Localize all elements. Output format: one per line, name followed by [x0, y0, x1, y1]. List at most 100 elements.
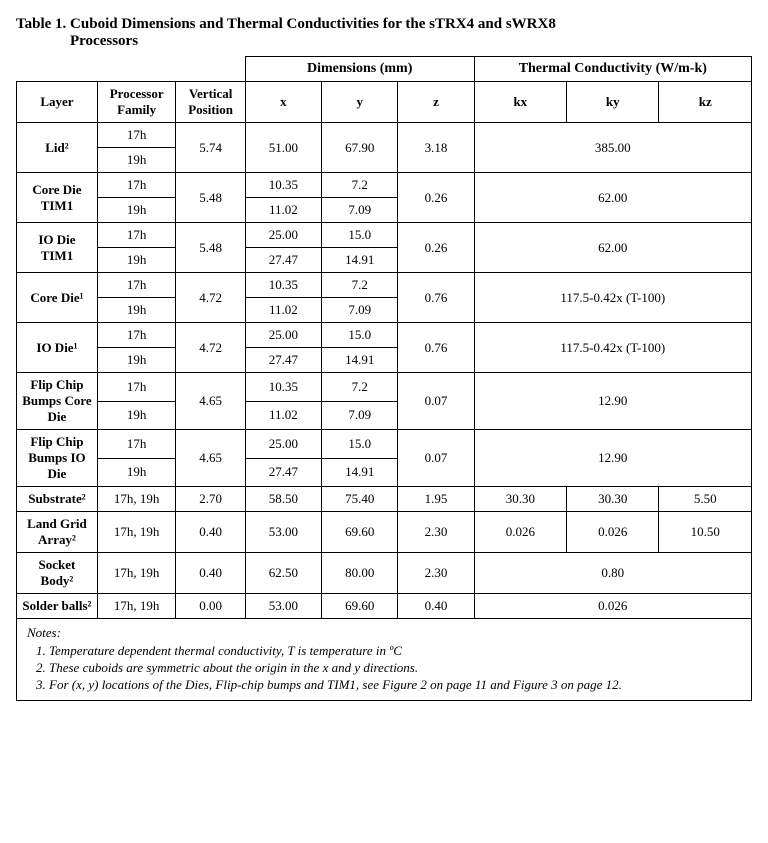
cell: 10.50	[659, 512, 752, 553]
cell: 15.0	[322, 323, 398, 348]
cell: 3.18	[398, 123, 474, 173]
data-table: Dimensions (mm) Thermal Conductivity (W/…	[16, 56, 752, 701]
col-layer: Layer	[17, 82, 98, 123]
cell: 0.07	[398, 373, 474, 430]
title-line-1: Table 1. Cuboid Dimensions and Thermal C…	[16, 16, 752, 33]
cell: 0.40	[398, 594, 474, 619]
cell: 0.26	[398, 173, 474, 223]
layer-fc-io: Flip Chip Bumps IO Die	[17, 430, 98, 487]
cell: 14.91	[322, 348, 398, 373]
cell: 17h, 19h	[97, 594, 176, 619]
cell: 4.72	[176, 273, 245, 323]
cell: 0.76	[398, 273, 474, 323]
layer-core-die: Core Die¹	[17, 273, 98, 323]
table-row: Solder balls² 17h, 19h 0.00 53.00 69.60 …	[17, 594, 752, 619]
notes-row: Notes: Temperature dependent thermal con…	[17, 619, 752, 701]
cell: 12.90	[474, 430, 751, 487]
cell: 12.90	[474, 373, 751, 430]
cell: 4.72	[176, 323, 245, 373]
cell: 25.00	[245, 323, 321, 348]
cell: 7.09	[322, 401, 398, 430]
cell: 11.02	[245, 401, 321, 430]
cell: 62.00	[474, 173, 751, 223]
cell: 30.30	[474, 487, 566, 512]
col-x: x	[245, 82, 321, 123]
table-row: Land Grid Array² 17h, 19h 0.40 53.00 69.…	[17, 512, 752, 553]
note-item: These cuboids are symmetric about the or…	[49, 660, 741, 676]
cell: 0.00	[176, 594, 245, 619]
col-z: z	[398, 82, 474, 123]
cell: 14.91	[322, 248, 398, 273]
cell: 27.47	[245, 348, 321, 373]
cell: 0.026	[474, 512, 566, 553]
cell: 19h	[97, 248, 176, 273]
cell: 19h	[97, 458, 176, 487]
cell: 2.70	[176, 487, 245, 512]
cell: 30.30	[567, 487, 659, 512]
table-row: Socket Body² 17h, 19h 0.40 62.50 80.00 2…	[17, 553, 752, 594]
cell: 27.47	[245, 458, 321, 487]
cell: 58.50	[245, 487, 321, 512]
cell: 17h	[97, 123, 176, 148]
cell: 17h, 19h	[97, 512, 176, 553]
cell: 11.02	[245, 198, 321, 223]
title-line-2: Processors	[16, 33, 752, 50]
layer-io-die: IO Die¹	[17, 323, 98, 373]
cell: 0.40	[176, 553, 245, 594]
cell: 17h	[97, 373, 176, 402]
col-y: y	[322, 82, 398, 123]
cell: 25.00	[245, 223, 321, 248]
cell: 10.35	[245, 173, 321, 198]
table-row: IO Die¹ 17h 4.72 25.00 15.0 0.76 117.5-0…	[17, 323, 752, 348]
cell: 117.5-0.42x (T-100)	[474, 323, 751, 373]
layer-socket: Socket Body²	[17, 553, 98, 594]
cell: 2.30	[398, 512, 474, 553]
cell: 7.09	[322, 198, 398, 223]
thermal-header: Thermal Conductivity (W/m-k)	[474, 57, 751, 82]
cell: 27.47	[245, 248, 321, 273]
layer-lga: Land Grid Array²	[17, 512, 98, 553]
cell: 7.2	[322, 273, 398, 298]
layer-substrate: Substrate²	[17, 487, 98, 512]
cell: 15.0	[322, 430, 398, 459]
cell: 5.48	[176, 223, 245, 273]
cell: 75.40	[322, 487, 398, 512]
cell: 62.50	[245, 553, 321, 594]
col-kx: kx	[474, 82, 566, 123]
cell: 17h, 19h	[97, 553, 176, 594]
cell: 0.76	[398, 323, 474, 373]
dimensions-header: Dimensions (mm)	[245, 57, 474, 82]
col-vpos: Vertical Position	[176, 82, 245, 123]
table-row: Core Die TIM1 17h 5.48 10.35 7.2 0.26 62…	[17, 173, 752, 198]
cell: 0.026	[567, 512, 659, 553]
col-family: Processor Family	[97, 82, 176, 123]
cell: 51.00	[245, 123, 321, 173]
cell: 14.91	[322, 458, 398, 487]
cell: 4.65	[176, 373, 245, 430]
cell: 7.2	[322, 373, 398, 402]
cell: 17h	[97, 173, 176, 198]
table-title: Table 1. Cuboid Dimensions and Thermal C…	[16, 16, 752, 50]
cell: 25.00	[245, 430, 321, 459]
cell: 0.80	[474, 553, 751, 594]
table-row: Substrate² 17h, 19h 2.70 58.50 75.40 1.9…	[17, 487, 752, 512]
cell: 5.74	[176, 123, 245, 173]
cell: 5.50	[659, 487, 752, 512]
table-row: Flip Chip Bumps Core Die 17h 4.65 10.35 …	[17, 373, 752, 402]
notes-list: Temperature dependent thermal conductivi…	[49, 643, 741, 693]
cell: 0.026	[474, 594, 751, 619]
cell: 2.30	[398, 553, 474, 594]
layer-lid: Lid²	[17, 123, 98, 173]
cell: 4.65	[176, 430, 245, 487]
cell: 17h	[97, 430, 176, 459]
layer-fc-core: Flip Chip Bumps Core Die	[17, 373, 98, 430]
col-kz: kz	[659, 82, 752, 123]
cell: 385.00	[474, 123, 751, 173]
cell: 0.07	[398, 430, 474, 487]
cell: 117.5-0.42x (T-100)	[474, 273, 751, 323]
note-item: Temperature dependent thermal conductivi…	[49, 643, 741, 659]
cell: 0.40	[176, 512, 245, 553]
cell: 10.35	[245, 373, 321, 402]
cell: 53.00	[245, 512, 321, 553]
cell: 69.60	[322, 594, 398, 619]
